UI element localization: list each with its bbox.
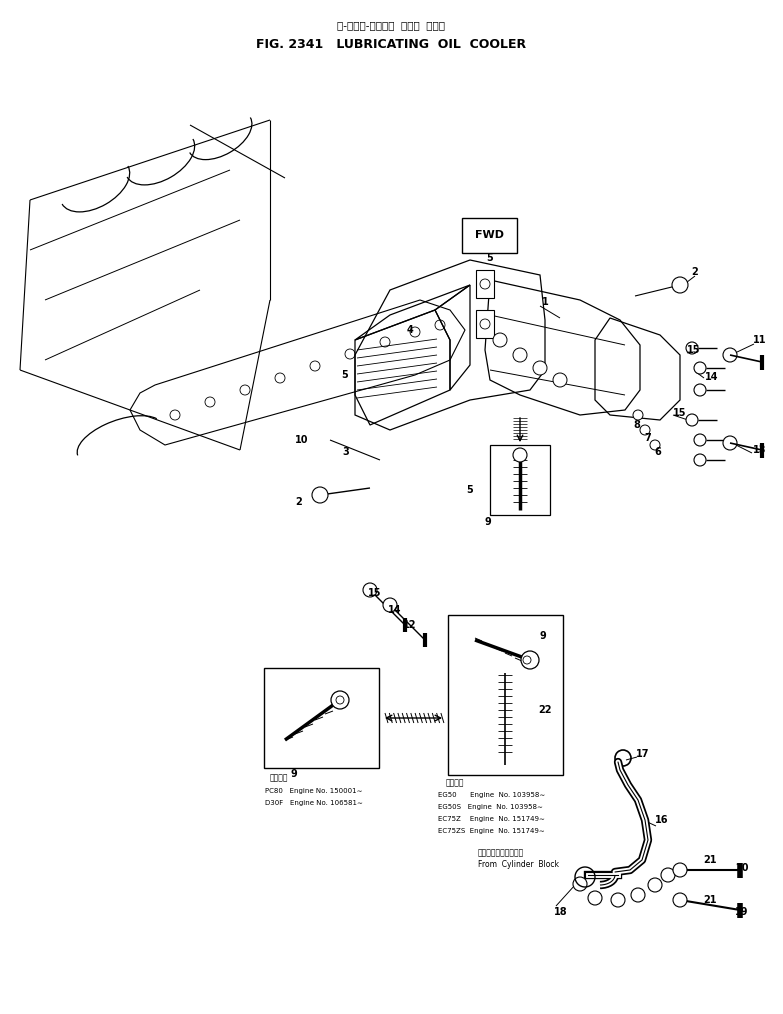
Text: 15: 15: [687, 345, 701, 355]
Text: 適用号機: 適用号機: [270, 773, 288, 782]
Text: 9: 9: [290, 769, 298, 779]
Text: 9: 9: [485, 517, 492, 527]
Circle shape: [573, 877, 587, 891]
Bar: [476, 270, 494, 298]
Circle shape: [331, 691, 349, 709]
Circle shape: [611, 893, 625, 907]
Bar: [264, 668, 379, 768]
Text: 17: 17: [637, 749, 650, 759]
Text: 18: 18: [554, 907, 568, 917]
Text: FIG. 2341   LUBRICATING  OIL  COOLER: FIG. 2341 LUBRICATING OIL COOLER: [256, 38, 526, 51]
Circle shape: [686, 414, 698, 426]
Circle shape: [723, 436, 737, 450]
Bar: [448, 615, 563, 775]
Text: 1: 1: [542, 297, 548, 307]
Circle shape: [513, 448, 527, 462]
Text: 2: 2: [296, 497, 302, 507]
Text: 19: 19: [735, 907, 749, 917]
Text: 16: 16: [655, 815, 669, 825]
Text: FWD: FWD: [474, 230, 503, 240]
Circle shape: [648, 878, 662, 892]
Circle shape: [673, 893, 687, 907]
Text: 5: 5: [467, 485, 474, 495]
Text: 6: 6: [655, 447, 662, 457]
Circle shape: [588, 891, 602, 906]
Bar: [476, 310, 494, 338]
Text: 10: 10: [295, 435, 309, 445]
Text: 3: 3: [343, 447, 349, 457]
Text: 21: 21: [703, 895, 716, 906]
Text: 14: 14: [388, 605, 402, 615]
Text: 15: 15: [368, 588, 382, 598]
Circle shape: [694, 362, 706, 374]
Text: 22: 22: [538, 705, 552, 715]
Text: 2: 2: [691, 267, 698, 277]
Text: 11: 11: [753, 335, 767, 345]
Circle shape: [672, 277, 688, 293]
Circle shape: [673, 863, 687, 877]
Text: 適用号機: 適用号機: [446, 778, 464, 787]
Circle shape: [553, 373, 567, 387]
Text: シリンダブロックから: シリンダブロックから: [478, 848, 525, 857]
Circle shape: [633, 410, 643, 420]
Text: EC75ZS  Engine  No. 151749∼: EC75ZS Engine No. 151749∼: [438, 828, 545, 834]
Circle shape: [363, 583, 377, 597]
Circle shape: [631, 888, 645, 902]
Text: EG50      Engine  No. 103958∼: EG50 Engine No. 103958∼: [438, 792, 545, 798]
Text: EG50S   Engine  No. 103958∼: EG50S Engine No. 103958∼: [438, 804, 543, 810]
Bar: [462, 218, 517, 254]
Circle shape: [661, 868, 675, 882]
Circle shape: [523, 656, 531, 664]
Text: 21: 21: [703, 855, 716, 865]
Text: 15: 15: [673, 408, 687, 418]
Circle shape: [686, 342, 698, 354]
Circle shape: [336, 696, 344, 704]
Circle shape: [312, 487, 328, 503]
Circle shape: [650, 440, 660, 450]
Circle shape: [521, 651, 539, 669]
Circle shape: [383, 598, 397, 612]
Circle shape: [694, 454, 706, 466]
Text: ル-ブリケ-ティング  オイル  クーラ: ル-ブリケ-ティング オイル クーラ: [337, 20, 445, 30]
Circle shape: [694, 434, 706, 446]
Text: 9: 9: [539, 631, 547, 641]
Text: D30F   Engine No. 106581∼: D30F Engine No. 106581∼: [265, 800, 363, 806]
Text: EC75Z    Engine  No. 151749∼: EC75Z Engine No. 151749∼: [438, 816, 545, 822]
Text: 5: 5: [486, 254, 493, 263]
Text: 7: 7: [644, 433, 651, 443]
Bar: [490, 445, 550, 515]
Text: 12: 12: [403, 620, 417, 630]
Text: 13: 13: [753, 445, 767, 455]
Circle shape: [723, 348, 737, 362]
Text: From  Cylinder  Block: From Cylinder Block: [478, 860, 559, 869]
Text: 14: 14: [705, 372, 719, 382]
Circle shape: [640, 425, 650, 435]
Text: 4: 4: [406, 325, 413, 335]
Circle shape: [533, 361, 547, 375]
Text: 5: 5: [341, 370, 348, 380]
Text: 20: 20: [735, 863, 749, 873]
Text: 8: 8: [633, 420, 640, 430]
Circle shape: [694, 384, 706, 396]
Text: PC80   Engine No. 150001∼: PC80 Engine No. 150001∼: [265, 788, 363, 794]
Circle shape: [513, 348, 527, 362]
Circle shape: [493, 333, 507, 347]
